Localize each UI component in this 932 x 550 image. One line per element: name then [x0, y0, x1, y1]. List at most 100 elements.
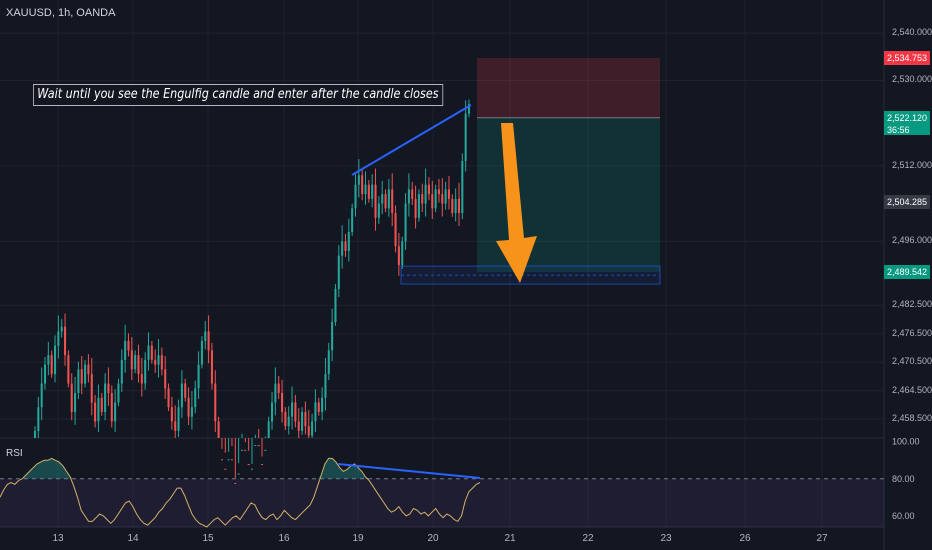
rsi-overbought-fill: [0, 458, 480, 479]
candle-body: [147, 345, 150, 360]
candle-body: [240, 449, 244, 451]
price-trendline: [351, 104, 472, 176]
price-tick-label: 2,464.500: [892, 384, 932, 395]
candle-body: [307, 426, 310, 436]
candle-body: [291, 402, 294, 417]
candle-body: [80, 369, 83, 384]
candle-body: [190, 407, 193, 417]
drawings[interactable]: [337, 104, 537, 479]
time-tick-label: 16: [278, 533, 290, 544]
candle-body: [180, 383, 183, 408]
candle-body: [351, 208, 354, 233]
time-tick-label: 15: [202, 533, 214, 544]
candle-body: [170, 407, 173, 422]
candle-body: [334, 288, 337, 322]
candle-body: [414, 198, 417, 218]
candle-body: [427, 184, 430, 195]
price-badge-value: 2,504.285: [887, 197, 928, 208]
price-tick-label: 2,496.000: [892, 235, 932, 246]
candle-body: [57, 331, 60, 346]
candle-body: [64, 326, 67, 356]
candle-body: [207, 331, 210, 351]
candle-body: [177, 407, 180, 431]
rsi-tick-label: 60.00: [892, 511, 915, 521]
candle-body: [270, 402, 274, 422]
candle-body: [217, 421, 220, 438]
time-tick-label: 27: [816, 533, 828, 544]
candle-body: [84, 364, 87, 384]
candle-body: [437, 189, 440, 195]
candle-body: [394, 213, 397, 247]
candle-body: [140, 374, 143, 384]
rsi-trendline: [337, 463, 481, 479]
candle-body: [467, 104, 471, 114]
candle-body: [194, 388, 197, 408]
price-badge-value: 2,534.753: [887, 52, 928, 63]
candle-body: [424, 184, 427, 204]
candle-body: [451, 198, 454, 214]
price-badge-value: 2,489.542: [887, 267, 928, 278]
candle-body: [397, 246, 400, 266]
candle-body: [197, 364, 200, 389]
candle-body: [304, 411, 307, 427]
candle-body: [417, 194, 420, 218]
candle-body: [301, 411, 304, 431]
annotation-callout[interactable]: Wait until you see the Engulfig candle a…: [33, 84, 443, 106]
candle-body: [321, 397, 324, 412]
candle-body: [67, 355, 70, 384]
candle-body: [220, 459, 223, 461]
candle-body: [421, 194, 424, 204]
candle-body: [150, 345, 153, 360]
rsi-label[interactable]: RSI: [6, 448, 23, 459]
candle-body: [200, 340, 203, 365]
candle-body: [227, 459, 230, 461]
candle-body: [244, 449, 247, 451]
candle-body: [77, 369, 80, 394]
candle-body: [130, 350, 133, 370]
candle-body: [404, 203, 407, 242]
candle-body: [144, 359, 147, 384]
candle-body: [264, 449, 267, 451]
candle-body: [381, 194, 384, 204]
candle-body: [164, 369, 167, 389]
time-tick-label: 26: [739, 533, 751, 544]
price-tick-label: 2,476.500: [892, 327, 932, 338]
candle-body: [214, 383, 217, 422]
price-badge: 2,489.542: [884, 265, 930, 280]
candle-body: [90, 374, 93, 403]
price-badge: 2,534.753: [884, 50, 930, 65]
candle-body: [441, 194, 444, 204]
candle-body: [327, 350, 330, 375]
price-tick-label: 2,530.000: [892, 74, 932, 85]
candle-body: [224, 468, 227, 470]
candle-body: [247, 464, 250, 466]
candle-body: [287, 416, 290, 427]
stop-loss-zone: [477, 57, 660, 118]
candle-body: [267, 421, 270, 438]
candle-body: [371, 184, 374, 199]
candle-body: [337, 255, 340, 289]
candle-body: [40, 383, 43, 408]
candle-body: [124, 340, 127, 360]
candle-body: [137, 355, 140, 375]
time-tick-label: 14: [127, 533, 139, 544]
candle-body: [50, 355, 53, 375]
candle-body: [184, 383, 187, 398]
candle-body: [43, 364, 47, 384]
candle-body: [331, 321, 334, 351]
candle-body: [284, 411, 287, 427]
candle-body: [187, 397, 190, 417]
candle-body: [33, 430, 37, 438]
candle-body: [204, 331, 207, 341]
candle-body: [311, 421, 314, 436]
candle-body: [117, 383, 120, 403]
candle-body: [100, 397, 103, 412]
candle-body: [254, 445, 257, 447]
candle-body: [347, 232, 350, 251]
symbol-label[interactable]: XAUUSD, 1h, OANDA: [6, 7, 116, 19]
candle-body: [461, 160, 464, 214]
candle-body: [401, 241, 404, 266]
candle-body: [230, 459, 234, 461]
candle-body: [407, 189, 410, 204]
